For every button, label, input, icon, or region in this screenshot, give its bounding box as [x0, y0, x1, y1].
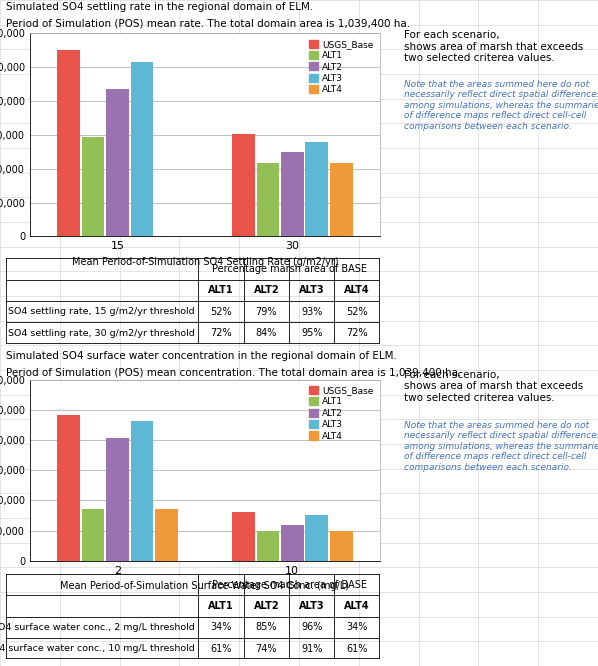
- Text: 74%: 74%: [256, 643, 277, 654]
- Bar: [330, 531, 352, 561]
- Bar: [306, 142, 328, 236]
- Bar: [57, 50, 80, 236]
- Text: ALT1: ALT1: [208, 285, 234, 296]
- Text: Period of Simulation (POS) mean rate. The total domain area is 1,039,400 ha.: Period of Simulation (POS) mean rate. Th…: [6, 19, 410, 29]
- Text: Note that the areas summed here do not
necessarily reflect direct spatial differ: Note that the areas summed here do not n…: [404, 421, 598, 472]
- Text: Percentage marsh area of BASE: Percentage marsh area of BASE: [212, 264, 367, 274]
- Text: ALT4: ALT4: [344, 285, 370, 296]
- Text: SO4 settling rate, 15 g/m2/yr threshold: SO4 settling rate, 15 g/m2/yr threshold: [8, 307, 195, 316]
- Bar: [232, 511, 255, 561]
- Text: ALT2: ALT2: [254, 601, 279, 611]
- Bar: [81, 137, 104, 236]
- Text: 85%: 85%: [256, 622, 277, 633]
- Text: SO4 surface water conc., 10 mg/L threshold: SO4 surface water conc., 10 mg/L thresho…: [0, 644, 195, 653]
- Text: Simulated SO4 settling rate in the regional domain of ELM.: Simulated SO4 settling rate in the regio…: [6, 2, 313, 12]
- Text: 61%: 61%: [346, 643, 368, 654]
- Text: SO4 settling rate, 30 g/m2/yr threshold: SO4 settling rate, 30 g/m2/yr threshold: [8, 328, 195, 338]
- Text: ALT1: ALT1: [208, 601, 234, 611]
- Text: For each scenario,
shows area of marsh that exceeds
two selected criterea values: For each scenario, shows area of marsh t…: [404, 30, 583, 63]
- Legend: USGS_Base, ALT1, ALT2, ALT3, ALT4: USGS_Base, ALT1, ALT2, ALT3, ALT4: [307, 384, 375, 442]
- Text: 52%: 52%: [210, 306, 232, 317]
- Bar: [281, 153, 304, 236]
- Bar: [130, 62, 153, 236]
- Bar: [155, 509, 178, 561]
- Text: ALT3: ALT3: [299, 601, 325, 611]
- Bar: [257, 531, 279, 561]
- Text: Note that the areas summed here do not
necessarily reflect direct spatial differ: Note that the areas summed here do not n…: [404, 80, 598, 131]
- Bar: [281, 525, 304, 561]
- X-axis label: Mean Period-of-Simulation Surface Water SO4 Conc. (mg/L): Mean Period-of-Simulation Surface Water …: [60, 581, 349, 591]
- Bar: [232, 133, 255, 236]
- Text: 96%: 96%: [301, 622, 322, 633]
- Text: 61%: 61%: [210, 643, 232, 654]
- Text: 95%: 95%: [301, 328, 322, 338]
- Text: ALT4: ALT4: [344, 601, 370, 611]
- Text: 79%: 79%: [256, 306, 277, 317]
- Bar: [81, 509, 104, 561]
- Text: 52%: 52%: [346, 306, 368, 317]
- Bar: [330, 163, 352, 236]
- Text: 84%: 84%: [256, 328, 277, 338]
- Text: 72%: 72%: [346, 328, 368, 338]
- Bar: [57, 415, 80, 561]
- Text: ALT3: ALT3: [299, 285, 325, 296]
- Text: Period of Simulation (POS) mean concentration. The total domain area is 1,039,40: Period of Simulation (POS) mean concentr…: [6, 368, 461, 378]
- Text: 93%: 93%: [301, 306, 322, 317]
- Text: SO4 surface water conc., 2 mg/L threshold: SO4 surface water conc., 2 mg/L threshol…: [0, 623, 195, 632]
- Text: Percentage marsh area of BASE: Percentage marsh area of BASE: [212, 579, 367, 590]
- Text: 72%: 72%: [210, 328, 232, 338]
- Bar: [106, 438, 129, 561]
- Text: For each scenario,
shows area of marsh that exceeds
two selected criterea values: For each scenario, shows area of marsh t…: [404, 370, 583, 403]
- Bar: [130, 421, 153, 561]
- Text: 34%: 34%: [346, 622, 368, 633]
- Text: Simulated SO4 surface water concentration in the regional domain of ELM.: Simulated SO4 surface water concentratio…: [6, 351, 397, 361]
- Text: 91%: 91%: [301, 643, 322, 654]
- Text: ALT2: ALT2: [254, 285, 279, 296]
- X-axis label: Mean Period-of-Simulation SO4 Settling Rate (g/m2/yr): Mean Period-of-Simulation SO4 Settling R…: [72, 257, 338, 267]
- Text: 34%: 34%: [210, 622, 232, 633]
- Bar: [257, 163, 279, 236]
- Bar: [106, 89, 129, 236]
- Bar: [306, 515, 328, 561]
- Legend: USGS_Base, ALT1, ALT2, ALT3, ALT4: USGS_Base, ALT1, ALT2, ALT3, ALT4: [307, 38, 375, 96]
